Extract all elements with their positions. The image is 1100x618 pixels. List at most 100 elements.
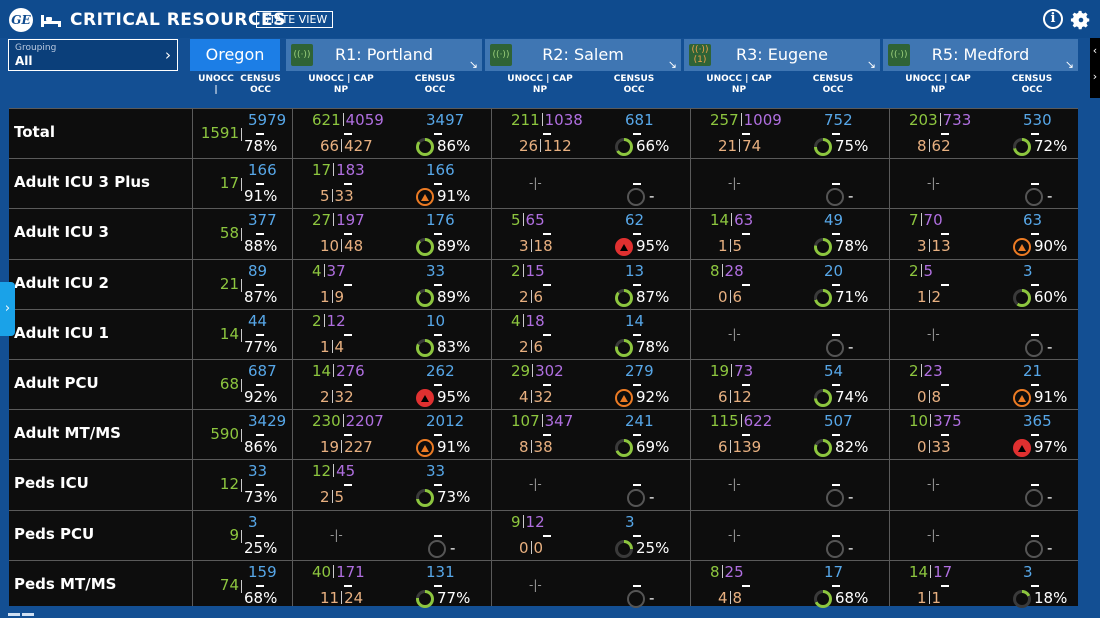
info-icon[interactable]: i xyxy=(1043,9,1063,29)
unocc-cap: 7 70 xyxy=(909,211,943,229)
unocc-cap: 17 183 xyxy=(312,161,365,179)
side-scroll-controls[interactable]: ‹ › xyxy=(1090,38,1100,98)
gear-icon[interactable] xyxy=(1070,9,1092,31)
oregon-occ: 78% xyxy=(244,137,278,155)
np-value: 5 xyxy=(320,187,330,206)
region-census-header: CENSUS OCC xyxy=(791,74,875,96)
np-values: 6 139 xyxy=(718,438,761,456)
tab-oregon[interactable]: Oregon xyxy=(190,39,280,71)
np-values: 21 74 xyxy=(718,137,761,155)
unocc-value: 19 xyxy=(710,362,730,380)
expand-icon[interactable]: ↘ xyxy=(1064,58,1074,71)
census-dash xyxy=(256,534,264,537)
region-cell: 29 302 4 32 279 92% xyxy=(491,360,690,410)
occupancy-ring-icon xyxy=(416,338,434,357)
occ-value: 89% xyxy=(437,237,471,256)
np-value: 0 xyxy=(917,388,927,406)
np-dash xyxy=(543,333,551,336)
cap-value: 45 xyxy=(336,462,356,481)
census-dash xyxy=(434,534,442,537)
census-dash xyxy=(633,283,641,286)
row-label: Peds PCU xyxy=(14,524,95,543)
np-cap-value: 8 xyxy=(732,588,743,607)
oregon-unocc: 9 xyxy=(229,525,239,544)
row-label: Adult ICU 2 xyxy=(14,273,109,292)
ring-center xyxy=(1016,592,1028,605)
census-dash xyxy=(434,133,442,135)
divider xyxy=(522,213,524,227)
divider xyxy=(241,579,242,593)
tab-salem[interactable]: ((·)) R2: Salem ↘ xyxy=(485,39,681,71)
expand-panel-button[interactable]: › xyxy=(0,282,15,336)
row-label: Peds ICU xyxy=(14,474,89,493)
unocc-value: 8 xyxy=(710,261,720,280)
census-value: 20 xyxy=(824,261,844,280)
unocc-cap: 2 12 xyxy=(312,312,346,330)
tab-portland[interactable]: ((·)) R1: Portland ↘ xyxy=(286,39,482,71)
cap-value: 302 xyxy=(535,362,564,380)
divider xyxy=(331,390,333,403)
oregon-unocc: 590 xyxy=(210,425,239,444)
divider xyxy=(740,113,742,126)
occupancy-ring-icon xyxy=(416,489,434,508)
cap-value: 347 xyxy=(544,412,574,431)
expand-icon[interactable]: ↘ xyxy=(667,58,677,71)
expand-icon[interactable]: ↘ xyxy=(866,58,876,71)
cap-value: 197 xyxy=(336,211,365,230)
census-dash xyxy=(256,233,264,236)
tab-medford[interactable]: ((·)) R5: Medford ↘ xyxy=(883,39,1078,71)
divider xyxy=(241,278,242,292)
grouping-selector[interactable]: Grouping All › xyxy=(8,39,178,71)
orange-alert-icon xyxy=(1013,238,1031,257)
divider xyxy=(721,263,723,277)
row-label: Total xyxy=(14,123,55,141)
occ-value: - xyxy=(1047,488,1053,507)
np-dash xyxy=(543,233,551,236)
unocc-value: 4 xyxy=(312,261,322,280)
empty-ring-icon xyxy=(1025,338,1043,357)
np-cap-value: 48 xyxy=(344,237,364,256)
state-view-button[interactable]: STATE VIEW xyxy=(256,11,334,28)
region-cell: 8 25 4 8 17 68% xyxy=(690,561,889,611)
np-value: 0 xyxy=(718,287,728,306)
region-cell: 203 733 8 62 530 72% xyxy=(889,109,1088,159)
census-value: 2012 xyxy=(426,412,465,431)
empty-marker: -|- xyxy=(728,527,741,542)
divider xyxy=(241,479,242,493)
expand-icon[interactable]: ↘ xyxy=(468,58,478,71)
np-cap-value: 6 xyxy=(533,287,544,306)
oregon-census: 89 xyxy=(248,261,268,280)
unocc-cap: 14 63 xyxy=(710,211,753,229)
unocc-cap: 2 23 xyxy=(909,362,943,380)
empty-ring-icon xyxy=(627,188,645,207)
region-unocc-cap-header-bottom: NP xyxy=(532,85,548,95)
occupancy-ring-icon xyxy=(1013,589,1031,608)
region-name: R2: Salem xyxy=(542,45,624,64)
unocc-cap: 257 1009 xyxy=(710,111,782,129)
region-unocc-cap-header-bottom: NP xyxy=(731,85,747,95)
np-value: 1 xyxy=(917,588,927,607)
oregon-occ: 87% xyxy=(244,287,278,306)
divider xyxy=(731,364,733,377)
top-bar: GE CRITICAL RESOURCES STATE VIEW i xyxy=(0,0,1100,38)
divider xyxy=(522,263,524,277)
divider xyxy=(920,213,922,227)
cap-value: 23 xyxy=(923,362,943,380)
region-census-header-bottom: OCC xyxy=(822,85,844,95)
census-value: 166 xyxy=(426,161,455,180)
census-dash xyxy=(633,133,641,135)
ring-center xyxy=(618,442,630,455)
unocc-value: 4 xyxy=(511,311,521,330)
occupancy-ring-icon xyxy=(416,288,434,307)
row-label: Adult PCU xyxy=(14,374,99,392)
tab-eugene[interactable]: ((·)) (1) R3: Eugene ↘ xyxy=(684,39,880,71)
app-title: CRITICAL RESOURCES xyxy=(70,10,286,30)
occupancy-ring-icon xyxy=(814,389,832,407)
cap-value: 18 xyxy=(525,311,545,330)
